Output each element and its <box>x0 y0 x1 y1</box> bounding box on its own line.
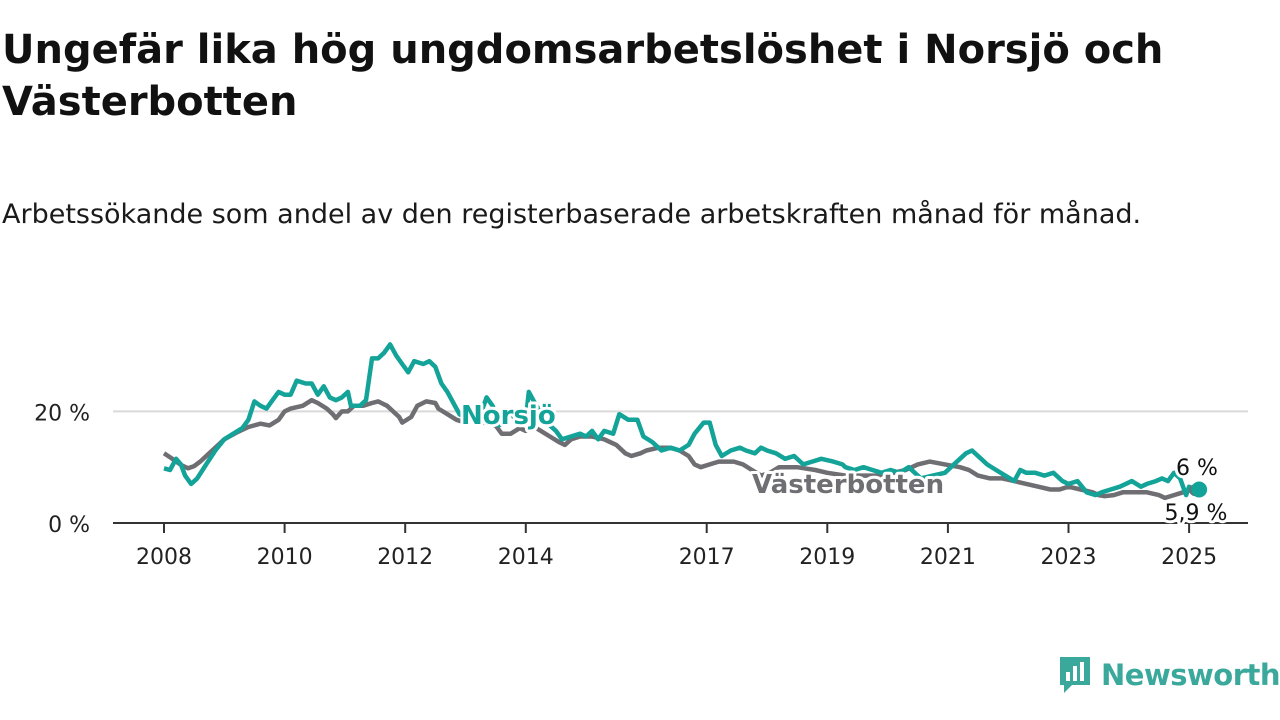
x-tick-label: 2021 <box>920 545 976 570</box>
x-tick-label: 2010 <box>257 545 313 570</box>
x-tick-label: 2008 <box>136 545 192 570</box>
x-tick-label: 2019 <box>799 545 855 570</box>
chart-subtitle: Arbetssökande som andel av den registerb… <box>2 199 1142 230</box>
series-label-vasterbotten: Västerbotten <box>752 470 944 500</box>
x-tick-label: 2023 <box>1041 545 1097 570</box>
newsworthy-logo-icon <box>1060 657 1090 693</box>
y-tick-label: 20 % <box>34 401 90 426</box>
chart-title: Ungefär lika hög ungdomsarbetslöshet i N… <box>2 27 1164 125</box>
x-tick-label: 2014 <box>498 545 554 570</box>
end-label-vasterbotten: 5,9 % <box>1165 501 1228 526</box>
end-label-norsjo: 6 % <box>1176 456 1218 481</box>
y-tick-label: 0 % <box>48 513 90 538</box>
x-tick-label: 2025 <box>1161 545 1217 570</box>
series-label-norsjo: Norsjö <box>461 401 556 431</box>
x-tick-label: 2017 <box>679 545 735 570</box>
brand-name: Newsworthy <box>1101 658 1280 692</box>
end-point-norsjo <box>1191 481 1208 498</box>
x-tick-label: 2012 <box>377 545 433 570</box>
series-line-vasterbotten <box>162 397 1196 501</box>
brand-logo: Newsworthy <box>1058 654 1280 696</box>
series-line-norsjo <box>163 342 1196 498</box>
